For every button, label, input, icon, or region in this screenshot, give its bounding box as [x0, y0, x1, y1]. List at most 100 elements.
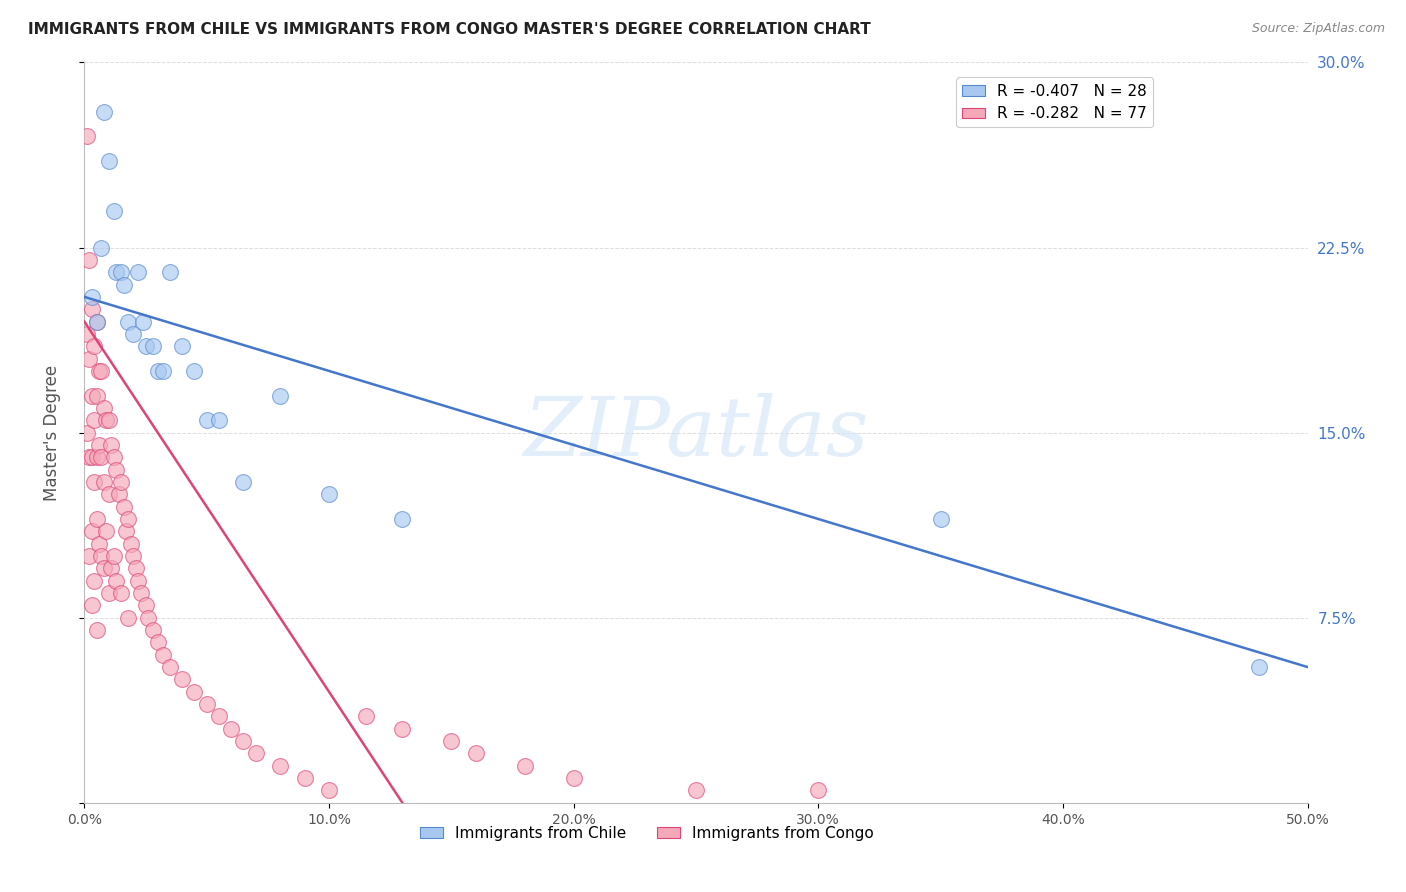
- Point: [110, 265, 132, 279]
- Point: [93, 104, 115, 119]
- Point: [159, 265, 181, 279]
- Point: [103, 450, 125, 465]
- Point: [93, 475, 115, 489]
- Point: [129, 586, 152, 600]
- Point: [135, 599, 157, 613]
- Point: [80, 290, 103, 304]
- Point: [391, 722, 413, 736]
- Y-axis label: Master's Degree: Master's Degree: [42, 365, 60, 500]
- Point: [83, 339, 105, 353]
- Point: [87, 438, 110, 452]
- Point: [136, 610, 159, 624]
- Point: [115, 524, 138, 539]
- Text: ZIPatlas: ZIPatlas: [523, 392, 869, 473]
- Point: [464, 747, 486, 761]
- Point: [172, 673, 194, 687]
- Point: [110, 475, 132, 489]
- Point: [117, 314, 139, 328]
- Point: [86, 450, 108, 465]
- Point: [83, 574, 105, 588]
- Point: [105, 462, 128, 476]
- Text: IMMIGRANTS FROM CHILE VS IMMIGRANTS FROM CONGO MASTER'S DEGREE CORRELATION CHART: IMMIGRANTS FROM CHILE VS IMMIGRANTS FROM…: [28, 22, 870, 37]
- Point: [152, 648, 174, 662]
- Point: [97, 487, 120, 501]
- Point: [232, 734, 254, 748]
- Point: [318, 783, 340, 797]
- Point: [76, 425, 98, 440]
- Point: [195, 413, 218, 427]
- Point: [122, 549, 145, 563]
- Point: [80, 302, 103, 317]
- Point: [77, 549, 100, 563]
- Point: [97, 413, 120, 427]
- Point: [146, 635, 169, 649]
- Point: [929, 512, 952, 526]
- Point: [208, 709, 231, 723]
- Point: [195, 697, 218, 711]
- Point: [107, 487, 129, 501]
- Point: [80, 524, 103, 539]
- Point: [103, 203, 125, 218]
- Point: [90, 549, 112, 563]
- Point: [318, 487, 340, 501]
- Point: [142, 339, 165, 353]
- Point: [96, 413, 118, 427]
- Point: [105, 574, 128, 588]
- Point: [80, 388, 103, 402]
- Point: [90, 240, 112, 255]
- Point: [77, 351, 100, 366]
- Point: [86, 388, 108, 402]
- Point: [87, 364, 110, 378]
- Point: [245, 747, 267, 761]
- Point: [112, 277, 135, 292]
- Point: [269, 758, 291, 772]
- Point: [105, 265, 128, 279]
- Point: [103, 549, 125, 563]
- Point: [562, 771, 585, 785]
- Point: [122, 326, 145, 341]
- Point: [807, 783, 830, 797]
- Point: [354, 709, 377, 723]
- Point: [172, 339, 194, 353]
- Point: [93, 401, 115, 415]
- Point: [152, 364, 174, 378]
- Point: [146, 364, 169, 378]
- Point: [135, 339, 157, 353]
- Point: [97, 154, 120, 169]
- Point: [269, 388, 291, 402]
- Point: [90, 364, 112, 378]
- Point: [117, 610, 139, 624]
- Point: [100, 438, 122, 452]
- Point: [159, 660, 181, 674]
- Point: [86, 314, 108, 328]
- Point: [685, 783, 707, 797]
- Point: [112, 500, 135, 514]
- Point: [183, 685, 205, 699]
- Point: [100, 561, 122, 575]
- Point: [117, 512, 139, 526]
- Point: [219, 722, 242, 736]
- Point: [83, 413, 105, 427]
- Point: [90, 450, 112, 465]
- Point: [513, 758, 536, 772]
- Point: [127, 265, 149, 279]
- Point: [208, 413, 231, 427]
- Point: [86, 512, 108, 526]
- Point: [86, 623, 108, 637]
- Point: [77, 450, 100, 465]
- Point: [232, 475, 254, 489]
- Point: [83, 475, 105, 489]
- Point: [76, 129, 98, 144]
- Point: [440, 734, 463, 748]
- Point: [1247, 660, 1270, 674]
- Point: [120, 536, 142, 550]
- Point: [86, 314, 108, 328]
- Point: [110, 586, 132, 600]
- Point: [125, 561, 148, 575]
- Point: [183, 364, 205, 378]
- Point: [96, 524, 118, 539]
- Legend: Immigrants from Chile, Immigrants from Congo: Immigrants from Chile, Immigrants from C…: [413, 820, 880, 847]
- Point: [80, 450, 103, 465]
- Point: [127, 574, 149, 588]
- Point: [142, 623, 165, 637]
